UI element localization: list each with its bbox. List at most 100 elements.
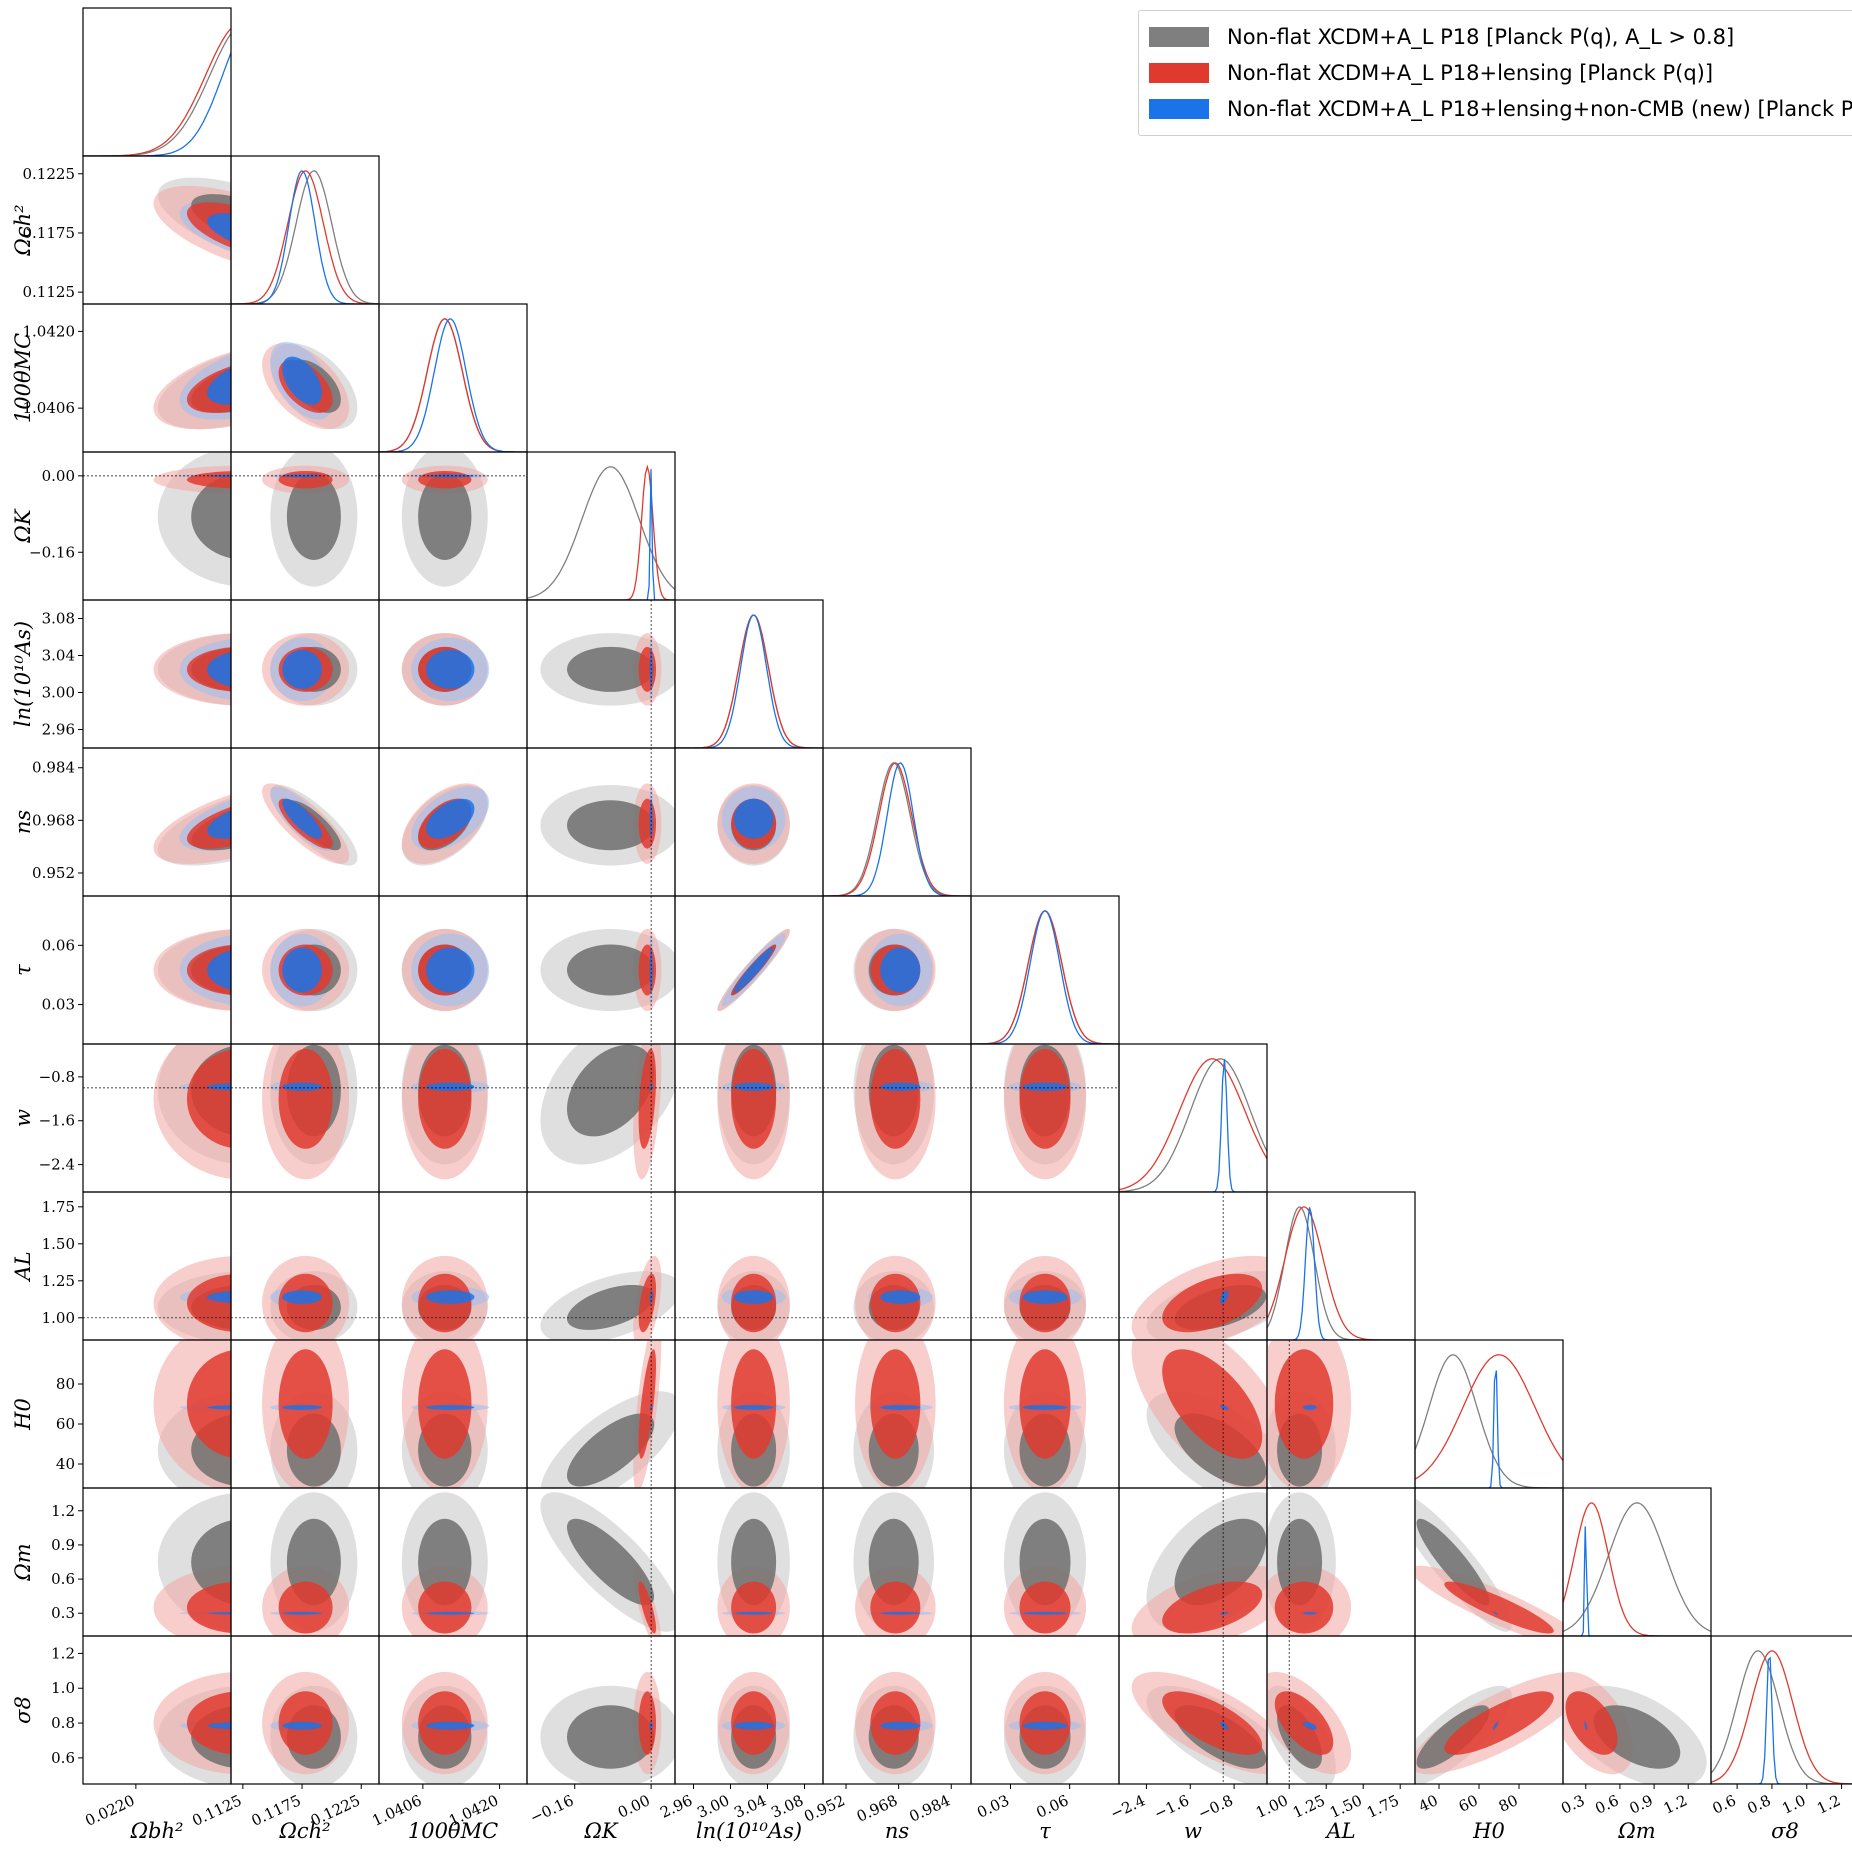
- xtick-label: 0.6: [1592, 1791, 1621, 1817]
- contour-68-series-2: [880, 1290, 921, 1304]
- panel-9-5: [822, 1339, 972, 1489]
- contour-68-series-1: [278, 1581, 333, 1634]
- panel-1-1: [230, 155, 380, 305]
- panel-3-0: −0.16 0.00 ΩK: [11, 451, 232, 601]
- x-axis-label: Ωbh²: [130, 1819, 184, 1843]
- contour-68-series-1: [186, 1349, 231, 1459]
- legend-swatch-p18-lensing: [1149, 63, 1209, 83]
- contour-68-series-2: [426, 474, 475, 478]
- contour-68-series-2: [282, 1082, 322, 1091]
- xtick-label: 1.00: [1253, 1791, 1291, 1821]
- panel-9-6: [970, 1339, 1120, 1489]
- contour-68-series-1: [1444, 1691, 1554, 1755]
- contour-68-series-1: [278, 1048, 333, 1149]
- panel-4-4: [674, 599, 824, 749]
- panel-7-6: [970, 1043, 1120, 1193]
- contour-68-series-1: [1162, 1691, 1263, 1755]
- ytick-label: 2.96: [42, 721, 75, 739]
- x-axis-label: Ωch²: [278, 1819, 330, 1843]
- contour-68-series-1: [638, 1048, 657, 1149]
- x-axis-label: τ: [1039, 1819, 1051, 1843]
- xtick-label: −0.16: [527, 1791, 576, 1827]
- xtick-label: 0.8: [1744, 1791, 1773, 1817]
- xtick-label: 1.50: [1327, 1791, 1365, 1821]
- ytick-label: −1.6: [39, 1112, 75, 1130]
- contour-68-series-2: [1022, 1721, 1068, 1730]
- contour-68-series-2: [880, 1082, 921, 1091]
- contour-68-series-1: [1274, 1581, 1334, 1634]
- ytick-label: 0.3: [51, 1604, 75, 1622]
- x-axis-label: w: [1184, 1819, 1202, 1843]
- legend-item-p18: Non-flat XCDM+A_L P18 [Planck P(q), A_L …: [1149, 19, 1852, 55]
- marginal-curve-1: [1563, 1502, 1711, 1636]
- panel-frame: [1118, 1043, 1268, 1193]
- marginal-curve-0: [675, 614, 823, 748]
- contour-68-series-1: [418, 1349, 472, 1459]
- panel-10-7: [1118, 1487, 1268, 1637]
- y-axis-label: Ωch²: [11, 204, 35, 256]
- contour-68-series-0: [191, 1520, 231, 1604]
- panel-10-9: [1414, 1487, 1564, 1637]
- panel-5-1: [230, 747, 380, 897]
- contour-68-series-2: [1220, 1404, 1229, 1410]
- contour-68-series-0: [191, 474, 231, 559]
- marginal-curve-2: [823, 762, 971, 896]
- legend: Non-flat XCDM+A_L P18 [Planck P(q), A_L …: [1138, 10, 1852, 136]
- contour-68-series-0: [567, 1705, 655, 1769]
- contour-68-series-0: [567, 1413, 655, 1487]
- contour-68-series-2: [282, 1721, 322, 1730]
- panel-10-2: [378, 1487, 528, 1637]
- marginal-curve-0: [1267, 1206, 1415, 1340]
- contour-68-series-1: [638, 1273, 657, 1333]
- contour-68-series-1: [186, 1274, 231, 1332]
- legend-label-p18-lensing-noncmb: Non-flat XCDM+A_L P18+lensing+non-CMB (n…: [1227, 97, 1852, 121]
- contour-68-series-2: [426, 1611, 475, 1615]
- xtick-label: 60: [1456, 1791, 1481, 1815]
- panel-7-2: [378, 1043, 528, 1193]
- ytick-label: 0.03: [42, 996, 75, 1014]
- contour-68-series-2: [207, 652, 231, 687]
- contour-68-series-0: [567, 1044, 655, 1137]
- panel-9-3: [526, 1339, 676, 1489]
- marginal-curve-2: [527, 469, 675, 600]
- panel-9-0: 40 60 80 H0: [11, 1339, 232, 1489]
- contour-68-series-1: [1019, 1581, 1071, 1634]
- contour-68-series-2: [733, 947, 774, 993]
- panel-7-5: [822, 1043, 972, 1193]
- contour-68-series-2: [733, 1611, 774, 1615]
- ytick-label: 3.00: [42, 684, 75, 702]
- contour-68-series-0: [567, 1518, 655, 1606]
- panel-8-0: 1.00 1.25 1.50 1.75 AL: [11, 1191, 232, 1341]
- contour-68-series-1: [418, 1048, 472, 1149]
- panel-frame: [82, 7, 232, 157]
- panel-4-1: [230, 599, 380, 749]
- marginal-curve-2: [1563, 1526, 1711, 1636]
- legend-label-p18-lensing: Non-flat XCDM+A_L P18+lensing [Planck P(…: [1227, 61, 1714, 85]
- ytick-label: 1.0420: [23, 322, 76, 340]
- panel-6-0: 0.03 0.06 τ: [11, 895, 232, 1045]
- panel-1-0: 0.1125 0.1175 0.1225 Ωch²: [11, 155, 232, 305]
- panel-8-6: [970, 1191, 1120, 1341]
- xtick-label: 80: [1496, 1791, 1521, 1815]
- panel-frame: [822, 747, 972, 897]
- contour-68-series-0: [731, 1518, 777, 1606]
- marginal-curve-1: [971, 910, 1119, 1044]
- panel-10-6: [970, 1487, 1120, 1637]
- panel-frame: [1414, 1339, 1564, 1489]
- panel-4-3: [526, 599, 676, 749]
- contour-68-series-2: [426, 649, 475, 690]
- contour-68-series-2: [282, 798, 322, 839]
- contour-68-series-2: [282, 1404, 322, 1410]
- contour-68-series-2: [1493, 1721, 1499, 1730]
- panel-5-3: [526, 747, 676, 897]
- marginal-curve-1: [83, 27, 231, 156]
- contour-68-series-2: [207, 950, 231, 990]
- xtick-label: 3.04: [731, 1791, 769, 1821]
- marginal-curve-0: [971, 910, 1119, 1044]
- panel-7-3: [526, 1043, 676, 1193]
- xtick-label: 3.08: [768, 1791, 806, 1821]
